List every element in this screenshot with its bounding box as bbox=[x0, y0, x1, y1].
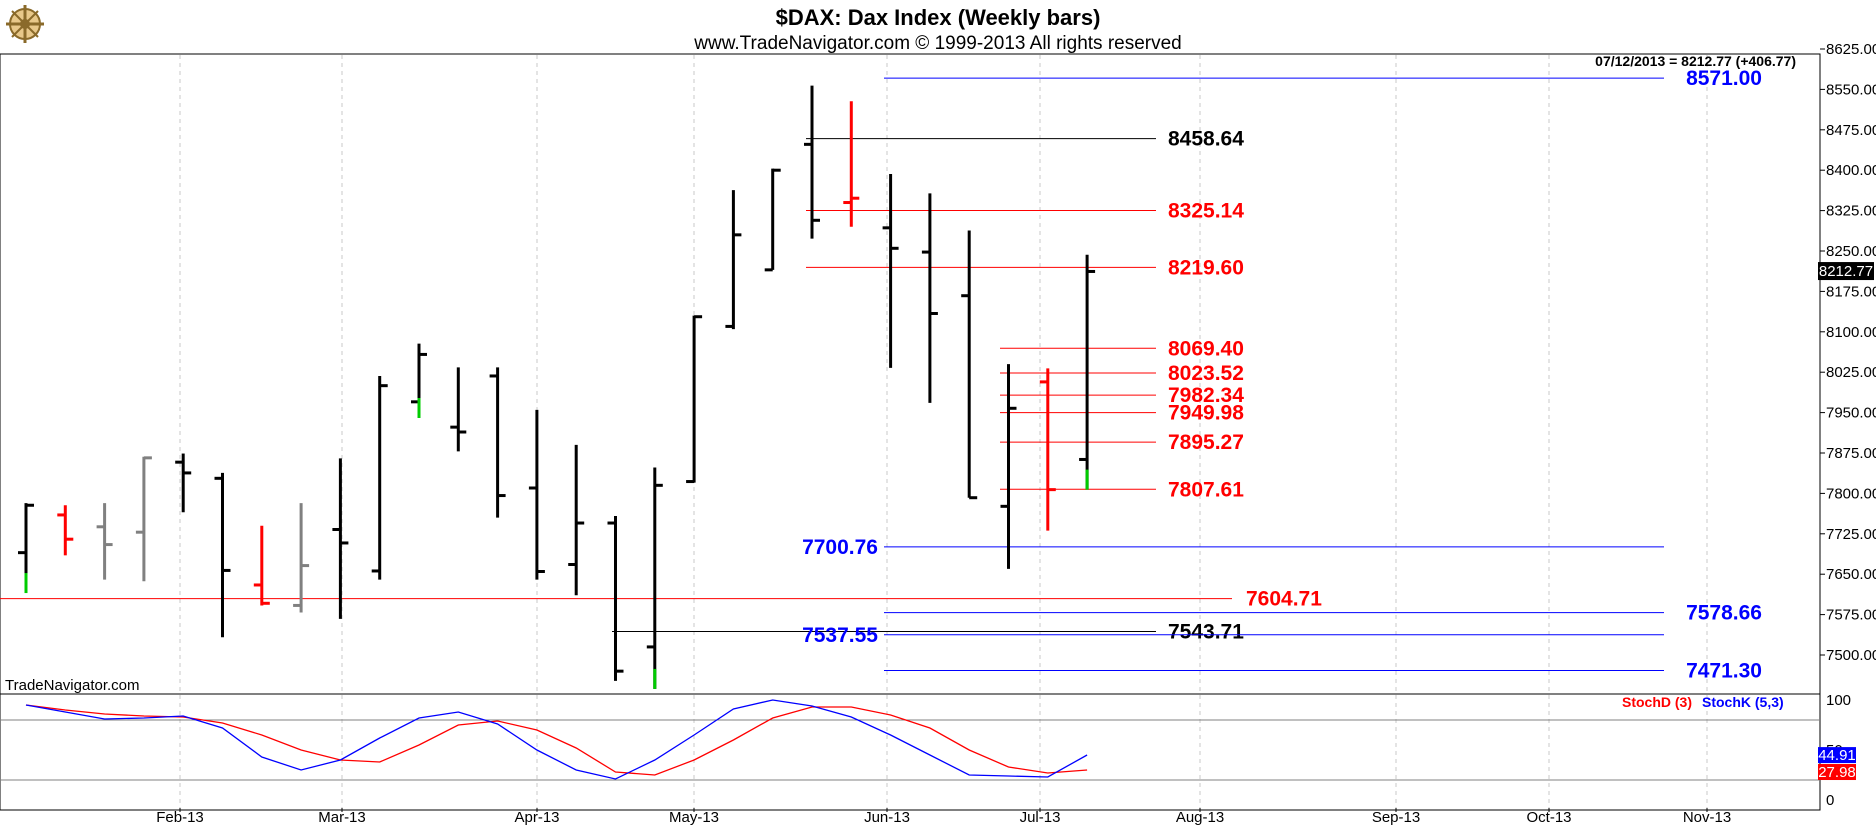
level-label: 8325.14 bbox=[1168, 200, 1244, 223]
y-tick-label: 8025.00 bbox=[1826, 364, 1876, 381]
x-tick-label: Aug-13 bbox=[1176, 809, 1224, 826]
stoch-k-value: 44.91 bbox=[1818, 747, 1856, 764]
last-price-label: 8212.77 bbox=[1819, 263, 1873, 280]
level-label: 7604.71 bbox=[1246, 588, 1322, 611]
date-axis: Feb-13 Mar-13 Apr-13 May-13 Jun-13 Jul-13 Aug-… bbox=[156, 808, 1731, 826]
level-label: 7537.55 bbox=[802, 624, 878, 647]
price-bars bbox=[18, 85, 1096, 689]
x-tick-label: Apr-13 bbox=[514, 809, 559, 826]
level-label: 7807.61 bbox=[1168, 478, 1244, 501]
y-tick-label: 7725.00 bbox=[1826, 526, 1876, 543]
y-tick-label: 8100.00 bbox=[1826, 324, 1876, 341]
level-lines: 8571.00 8458.64 8325.14 8219.60 8069.408023.… bbox=[0, 67, 1762, 682]
chart-title: $DAX: Dax Index (Weekly bars) bbox=[776, 5, 1101, 30]
y-tick-label: 7800.00 bbox=[1826, 485, 1876, 502]
y-tick-label: 8550.00 bbox=[1826, 81, 1876, 98]
x-tick-label: Jun-13 bbox=[864, 809, 910, 826]
level-label: 8458.64 bbox=[1168, 128, 1244, 151]
level-label: 7895.27 bbox=[1168, 431, 1244, 454]
stoch-y-tick-label: 0 bbox=[1826, 792, 1834, 809]
level-label: 8069.40 bbox=[1168, 337, 1244, 360]
y-tick-label: 8325.00 bbox=[1826, 203, 1876, 220]
stoch-k-badge bbox=[1818, 747, 1856, 764]
y-tick-label: 8175.00 bbox=[1826, 283, 1876, 300]
grid-layer bbox=[179, 55, 1708, 808]
last-price-info: 07/12/2013 = 8212.77 (+406.77) bbox=[1595, 53, 1796, 69]
x-tick-label: Oct-13 bbox=[1526, 809, 1571, 826]
level-label: 7949.98 bbox=[1168, 402, 1244, 425]
y-tick-label: 7875.00 bbox=[1826, 445, 1876, 462]
x-tick-label: Feb-13 bbox=[156, 809, 204, 826]
main-panel-frame bbox=[0, 53, 1821, 695]
watermark-text: TradeNavigator.com bbox=[5, 677, 140, 694]
stoch-panel-frame bbox=[0, 693, 1821, 811]
level-label: 7982.34 bbox=[1168, 384, 1244, 407]
level-label: 7543.71 bbox=[1168, 620, 1244, 643]
level-label: 7700.76 bbox=[802, 536, 878, 559]
stoch-legend-d: StochD (3) bbox=[1622, 694, 1692, 710]
y-tick-label: 8625.00 bbox=[1826, 41, 1876, 58]
last-price-badge bbox=[1818, 262, 1874, 281]
stoch-d-badge bbox=[1818, 764, 1856, 781]
x-tick-label: Nov-13 bbox=[1683, 809, 1731, 826]
x-tick-label: Mar-13 bbox=[318, 809, 366, 826]
level-label: 7471.30 bbox=[1686, 659, 1762, 682]
stoch-series-line bbox=[25, 699, 1088, 780]
chart-subtitle: www.TradeNavigator.com © 1999-2013 All r… bbox=[693, 33, 1181, 54]
x-tick-label: Sep-13 bbox=[1372, 809, 1420, 826]
y-tick-label: 7575.00 bbox=[1826, 607, 1876, 624]
stoch-series-line bbox=[25, 704, 1088, 776]
level-label: 8023.52 bbox=[1168, 362, 1244, 385]
level-label: 8571.00 bbox=[1686, 67, 1762, 90]
ship-wheel-logo-icon bbox=[6, 5, 44, 43]
y-tick-label: 8250.00 bbox=[1826, 243, 1876, 260]
level-label: 7578.66 bbox=[1686, 602, 1762, 625]
x-tick-label: Jul-13 bbox=[1020, 809, 1061, 826]
y-tick-label: 8400.00 bbox=[1826, 162, 1876, 179]
stoch-d-value: 27.98 bbox=[1818, 764, 1856, 781]
y-tick-label: 7500.00 bbox=[1826, 647, 1876, 664]
stoch-legend-k: StochK (5,3) bbox=[1702, 694, 1784, 710]
header-band bbox=[0, 0, 1876, 54]
x-tick-label: May-13 bbox=[669, 809, 719, 826]
price-axis: 8625.00 8550.00 8475.00 8400.00 8325.00 8250.… bbox=[1818, 41, 1876, 664]
y-tick-label: 7950.00 bbox=[1826, 405, 1876, 422]
y-tick-label: 8475.00 bbox=[1826, 122, 1876, 139]
level-label: 8219.60 bbox=[1168, 256, 1244, 279]
y-tick-label: 7650.00 bbox=[1826, 566, 1876, 583]
stoch-y-tick-label: 100 bbox=[1826, 692, 1851, 709]
